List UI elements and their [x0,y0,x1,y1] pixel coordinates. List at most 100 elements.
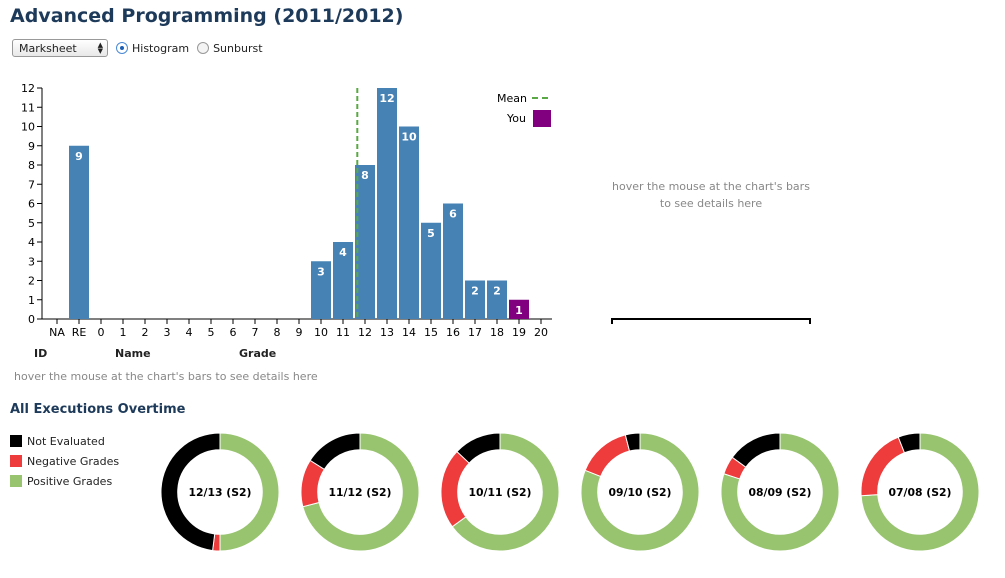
bar-value-label: 8 [361,169,369,182]
x-tick-label: 16 [446,326,460,339]
x-tick-label: 10 [314,326,328,339]
histogram-bar[interactable] [377,88,397,319]
y-tick-label: 0 [28,313,35,326]
histogram-bar[interactable] [465,280,485,320]
legend-swatch-negative [10,455,22,467]
details-hint-line-2: to see details here [659,197,763,210]
execution-donut[interactable]: 12/13 (S2) [160,432,280,552]
y-tick-label: 10 [21,121,35,134]
donut-label: 08/09 (S2) [749,486,812,499]
x-tick-label: 18 [490,326,504,339]
x-tick-label: 6 [230,326,237,339]
bar-value-label: 5 [427,227,435,240]
col-header-grade: Grade [239,347,277,360]
legend-you-swatch [533,110,551,127]
legend-negative-grades: Negative Grades [10,451,119,471]
bar-value-label: 10 [401,131,417,144]
histogram-bar[interactable] [69,145,89,319]
y-tick-label: 12 [21,82,35,95]
executions-title: All Executions Overtime [10,402,186,417]
select-arrows-icon: ▲ ▼ [97,41,103,55]
x-tick-label: 5 [208,326,215,339]
bar-value-label: 6 [449,208,457,221]
details-panel-rule [611,318,811,324]
donut-slice-not-evaluated [309,432,361,471]
execution-donut[interactable]: 07/08 (S2) [860,432,980,552]
x-tick-label: 14 [402,326,416,339]
histogram-bar[interactable] [487,280,507,320]
legend-positive-grades: Positive Grades [10,471,119,491]
legend-you-label: You [506,112,526,125]
y-tick-label: 2 [28,275,35,288]
donut-slice-positive [580,432,700,552]
donut-slice-negative [440,450,470,528]
legend-swatch-not-evaluated [10,435,22,447]
histogram-radio-label: Histogram [132,41,190,55]
col-header-id: ID [34,347,48,360]
histogram-radio[interactable]: Histogram [116,42,189,55]
donut-slice-positive [451,432,560,552]
legend-label-negative: Negative Grades [27,454,120,468]
x-tick-label: 19 [512,326,526,339]
legend-mean-label: Mean [497,92,527,105]
bar-value-label: 12 [379,92,394,105]
x-tick-label: 17 [468,326,482,339]
bar-value-label: 3 [317,265,325,278]
donut-slice-not-evaluated [897,432,921,454]
radio-selected-icon [116,42,128,54]
histogram-bar[interactable] [443,203,463,320]
histogram-bar[interactable] [399,126,419,320]
donut-slice-positive [720,432,840,552]
x-tick-label: 20 [534,326,548,339]
x-tick-label: 9 [296,326,303,339]
page-title: Advanced Programming (2011/2012) [10,5,404,27]
execution-donut[interactable]: 08/09 (S2) [720,432,840,552]
histogram-bar[interactable] [311,261,331,319]
y-tick-label: 4 [28,236,35,249]
bar-value-label: 2 [493,285,501,298]
legend-not-evaluated: Not Evaluated [10,431,119,451]
donut-slice-positive [302,432,420,552]
donut-slice-positive [860,432,980,552]
histogram-bar[interactable] [509,299,529,319]
y-tick-label: 8 [28,159,35,172]
legend-label-positive: Positive Grades [27,474,113,488]
radio-unselected-icon [197,42,210,54]
x-tick-label: 7 [252,326,259,339]
donut-label: 10/11 (S2) [469,486,532,499]
view-select-value: Marksheet [19,41,77,55]
legend-label-not-evaluated: Not Evaluated [27,434,105,448]
view-controls: Marksheet ▲ ▼ Histogram Sunburst [12,39,263,57]
executions-legend: Not Evaluated Negative Grades Positive G… [10,431,119,491]
details-panel-hint: hover the mouse at the chart's bars to s… [600,178,822,212]
x-tick-label: RE [72,326,87,339]
x-tick-label: 15 [424,326,438,339]
bar-value-label: 2 [471,285,479,298]
table-hint: hover the mouse at the chart's bars to s… [14,370,318,383]
donut-slice-negative [584,434,631,478]
histogram-bar[interactable] [333,242,353,319]
x-tick-label: 3 [164,326,171,339]
bar-value-label: 4 [339,246,347,259]
execution-donut[interactable]: 09/10 (S2) [580,432,700,552]
x-tick-label: 11 [336,326,350,339]
y-tick-label: 3 [28,255,35,268]
x-tick-label: 2 [142,326,149,339]
histogram-bar[interactable] [421,222,441,319]
x-tick-label: 12 [358,326,372,339]
sunburst-radio[interactable]: Sunburst [197,42,263,55]
x-tick-label: NA [49,326,65,339]
histogram-bar[interactable] [355,165,375,319]
histogram-legend: Mean You [497,92,551,127]
view-select[interactable]: Marksheet ▲ ▼ [12,39,108,57]
execution-donut[interactable]: 10/11 (S2) [440,432,560,552]
x-tick-label: 1 [120,326,127,339]
donut-label: 12/13 (S2) [189,486,252,499]
donut-slice-not-evaluated [624,432,641,452]
execution-donut[interactable]: 11/12 (S2) [300,432,420,552]
bar-value-label: 9 [75,150,83,163]
donut-slice-not-evaluated [456,432,501,464]
y-tick-label: 1 [28,294,35,307]
donut-label: 07/08 (S2) [889,486,952,499]
y-tick-label: 5 [28,217,35,230]
